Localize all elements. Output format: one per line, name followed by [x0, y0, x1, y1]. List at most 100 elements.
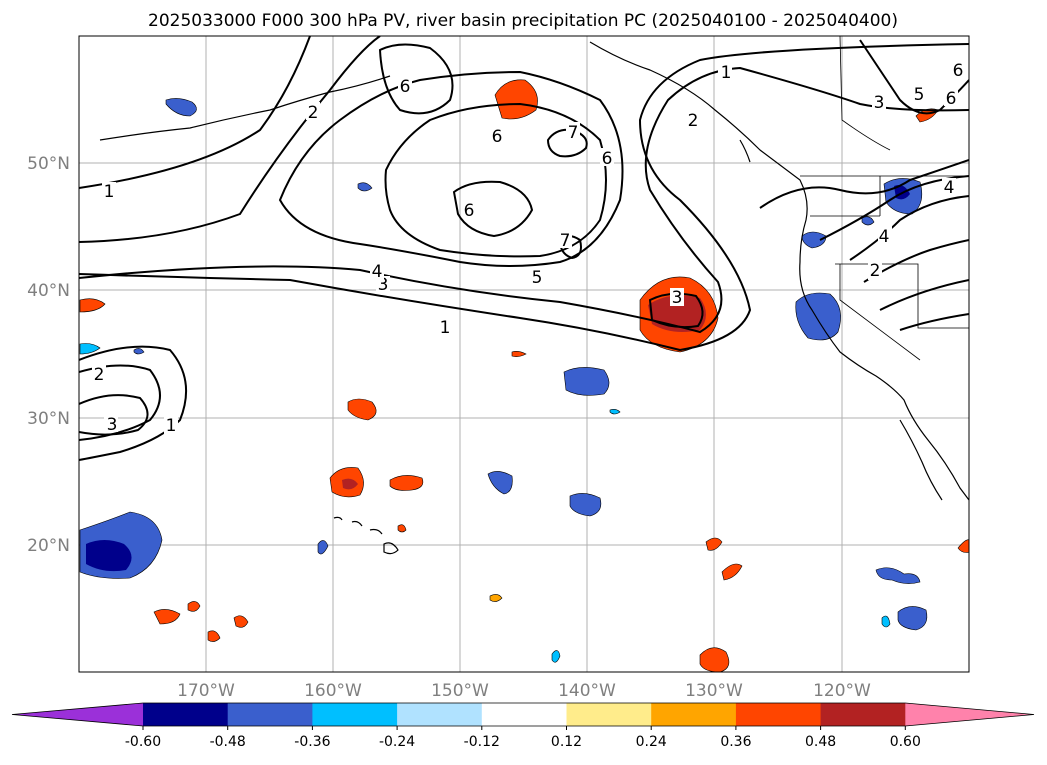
precip-patch-positive [494, 79, 538, 120]
precip-patch-positive [705, 537, 723, 551]
colorbar-segment [481, 703, 567, 726]
pv-contour-3-south [79, 394, 149, 436]
coastlines [99, 41, 969, 555]
colorbar-tick-label: 0.48 [805, 734, 836, 750]
pv-contour-4 [79, 66, 969, 334]
contour-label: 7 [568, 123, 579, 143]
precip-patch-negative [861, 216, 875, 226]
pv-contour-1 [79, 36, 311, 189]
lon-label: 140°W [558, 681, 616, 701]
contour-label: 6 [602, 149, 613, 169]
contour-label: 3 [874, 93, 885, 113]
lat-label: 20°N [27, 536, 70, 556]
contour-label: 3 [107, 415, 118, 435]
precip-patch-negative [563, 367, 610, 396]
contour-label: 1 [166, 416, 177, 436]
pv-contour-east-4 [863, 239, 969, 283]
pv-contour-5 [278, 70, 624, 267]
pv-contour-east-5 [879, 279, 969, 311]
pv-contours [79, 36, 969, 461]
precip-patch-negative [79, 343, 101, 355]
contour-label: 7 [560, 231, 571, 251]
longitude-labels: 170°W 160°W 150°W 140°W 130°W 120°W [177, 681, 871, 701]
haida-gwaii [739, 139, 751, 163]
precip-patch-negative [897, 606, 928, 631]
colorbar-tick-label: -0.48 [210, 734, 246, 750]
pv-contour-2 [79, 36, 381, 243]
pv-contour-3 [79, 43, 969, 352]
contour-label: 4 [372, 262, 383, 282]
colorbar-extend-min [12, 703, 143, 726]
precip-patch-negative [569, 493, 602, 517]
precip-patch-negative [881, 615, 891, 628]
precip-patch-negative [133, 348, 145, 355]
colorbar-segment [143, 703, 229, 726]
lat-label: 30°N [27, 409, 70, 429]
contour-label: 2 [94, 365, 105, 385]
contour-label: 3 [672, 288, 683, 308]
precip-patch-negative [165, 98, 197, 117]
precip-patch-positive [233, 615, 249, 628]
contour-label: 2 [688, 111, 699, 131]
pv-contour-1-south [79, 345, 187, 461]
contour-label: 4 [879, 227, 890, 247]
colorbar-extend-max [905, 703, 1034, 726]
colorbar [11, 702, 1035, 727]
pv-contour-6 [384, 102, 607, 258]
lon-label: 120°W [813, 681, 871, 701]
pv-contour-east-6 [899, 313, 969, 331]
colorbar-segment [312, 703, 398, 726]
colorbar-segment [651, 703, 737, 726]
pv-contour-nw-6 [378, 43, 454, 115]
colorbar-tick-label: 0.12 [551, 734, 582, 750]
precip-patch-positive [721, 563, 743, 581]
precip-patch-positive [187, 601, 201, 612]
colorbar-segment [227, 703, 313, 726]
contour-label: 1 [721, 63, 732, 83]
political-boundaries [800, 36, 969, 361]
pv-contour-east-3 [849, 195, 969, 261]
precip-patch-negative [317, 540, 329, 555]
precip-patch-negative [357, 182, 373, 192]
contour-label: 3 [378, 275, 389, 295]
lon-label: 130°W [685, 681, 743, 701]
precip-patch-positive [511, 351, 527, 357]
contour-label: 5 [914, 85, 925, 105]
precip-patch-positive [347, 398, 377, 421]
pv-contour-6-inner [452, 180, 534, 238]
contour-label: 6 [953, 61, 964, 81]
contour-label: 2 [870, 261, 881, 281]
colorbar-segment [397, 703, 483, 726]
colorbar-tick-label: -0.24 [379, 734, 415, 750]
colorbar-segment [566, 703, 652, 726]
precip-patch-positive [79, 298, 106, 313]
colorbar-tick-label: -0.12 [464, 734, 500, 750]
lon-label: 170°W [177, 681, 235, 701]
contour-labels: 1 1 1 1 2 2 2 3 3 3 3 4 4 5 [92, 60, 966, 436]
pv-contour-east-1 [759, 159, 969, 209]
precip-patch-positive-core [342, 478, 358, 490]
map-frame [78, 35, 970, 673]
precip-patch-negative [551, 650, 561, 663]
contour-label: 6 [400, 77, 411, 97]
hawaii-islands [333, 516, 399, 555]
colorbar-tick-label: 0.36 [720, 734, 751, 750]
contour-label: 1 [104, 182, 115, 202]
colorbar-tick-label: -0.60 [125, 734, 161, 750]
precip-patch-negative [487, 471, 513, 495]
lat-label: 40°N [27, 281, 70, 301]
aleutian-islands [99, 75, 391, 141]
baja-coast [899, 419, 943, 501]
precip-patch-positive [389, 475, 424, 491]
lon-label: 150°W [431, 681, 489, 701]
contour-label: 1 [440, 318, 451, 338]
colorbar-segment [735, 703, 822, 726]
north-america-coast [589, 41, 969, 501]
figure-title: 2025033000 F000 300 hPa PV, river basin … [148, 11, 898, 31]
precip-patch-negative [875, 567, 921, 584]
colorbar-tick-label: 0.24 [636, 734, 667, 750]
contour-label: 2 [308, 103, 319, 123]
contour-label: 5 [532, 268, 543, 288]
contour-label: 6 [946, 89, 957, 109]
colorbar-tick-label: -0.36 [294, 734, 330, 750]
